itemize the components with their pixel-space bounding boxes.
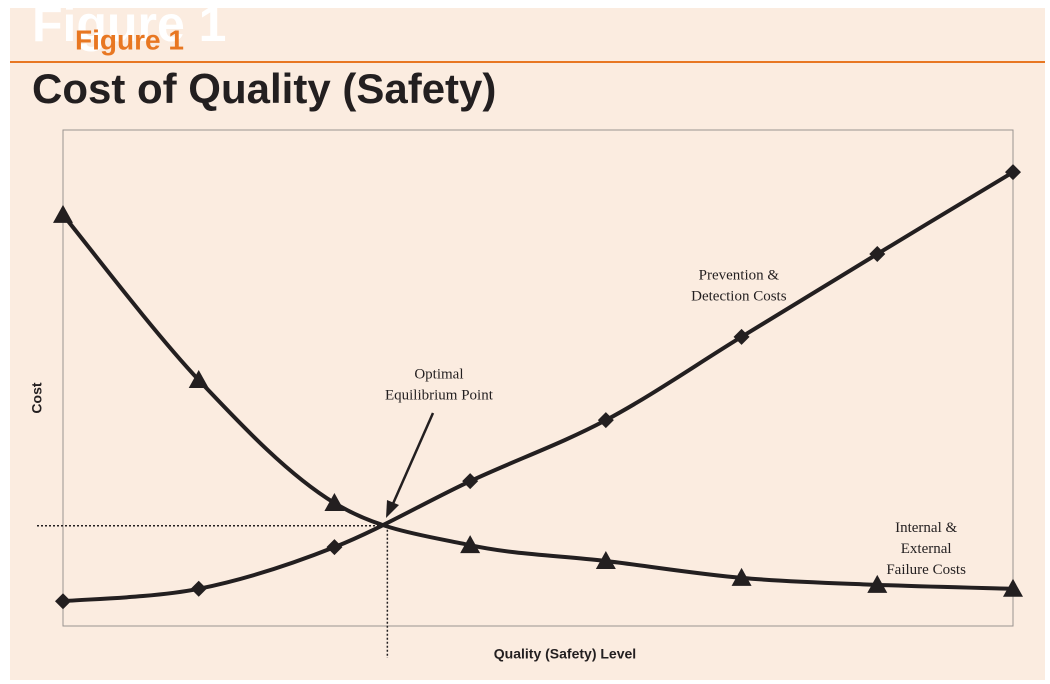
- point-marker: [867, 574, 888, 593]
- y-axis-label: Cost: [29, 382, 45, 413]
- annotation-line: Internal &: [895, 520, 957, 536]
- background: [10, 8, 1045, 680]
- point-marker: [597, 412, 614, 429]
- x-axis-label: Quality (Safety) Level: [494, 646, 636, 662]
- arrow-head: [386, 500, 399, 518]
- annotation: Prevention & Detection Costs: [691, 268, 787, 305]
- series-line: [62, 170, 1015, 604]
- annotation-line: Prevention &: [699, 268, 780, 284]
- point-marker: [462, 473, 479, 490]
- chart-title: Cost of Quality (Safety): [32, 65, 496, 112]
- plot-frame: [62, 129, 1014, 627]
- point-marker: [460, 535, 481, 554]
- point-marker: [1005, 164, 1021, 181]
- annotation: Internal & External Failure Costs: [886, 520, 966, 578]
- point-marker: [731, 567, 752, 586]
- annotation-line: Equilibrium Point: [385, 388, 494, 404]
- point-marker: [190, 580, 207, 597]
- point-marker: [869, 246, 886, 262]
- annotation-line: Failure Costs: [886, 562, 966, 578]
- figure-label-shadow: Figure 1: [32, 0, 226, 52]
- point-marker: [188, 369, 209, 388]
- point-marker: [53, 204, 73, 223]
- point-marker: [55, 593, 71, 610]
- figure-label: Figure 1: [75, 24, 184, 55]
- point-marker: [326, 539, 343, 556]
- point-marker: [733, 328, 750, 345]
- annotation-line: Optimal: [414, 367, 463, 383]
- arrow-shaft: [390, 412, 435, 507]
- annotation-line: Detection Costs: [691, 289, 787, 305]
- point-marker: [595, 551, 616, 570]
- annotation-line: External: [901, 541, 952, 557]
- point-marker: [324, 492, 345, 511]
- point-marker: [1003, 578, 1023, 597]
- annotation: Optimal Equilibrium Point: [385, 367, 494, 404]
